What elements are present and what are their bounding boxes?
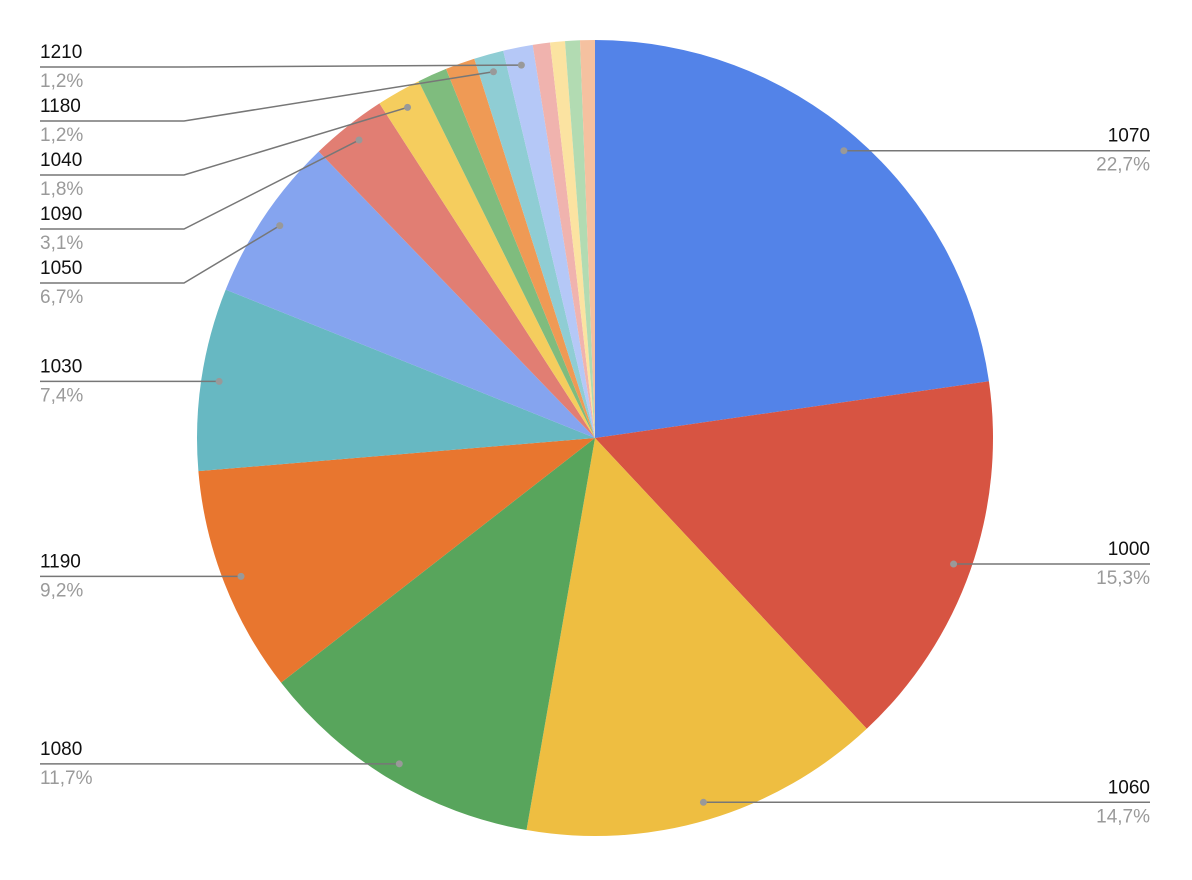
slice-value-label: 22,7%	[1096, 155, 1150, 176]
pie-slice	[318, 103, 595, 439]
slice-value-label: 6,7%	[40, 287, 83, 308]
pie-slice	[379, 81, 595, 439]
pie-slice	[503, 44, 595, 438]
leader-dot	[355, 136, 363, 144]
slice-label: 1000	[1108, 539, 1150, 560]
leader-dot	[950, 560, 958, 568]
slice-value-label: 7,4%	[40, 385, 83, 406]
pie-slice	[446, 58, 595, 439]
slice-value-label: 1,2%	[40, 125, 83, 146]
slice-label: 1080	[40, 739, 82, 760]
slice-value-label: 1,2%	[40, 71, 83, 92]
pie-slice	[532, 42, 595, 438]
pie-slice	[595, 40, 989, 438]
slice-label: 1190	[40, 551, 81, 572]
slice-value-label: 3,1%	[40, 233, 83, 254]
leader-line	[40, 64, 522, 68]
pie-slice	[198, 438, 595, 683]
leader-dot	[489, 68, 497, 76]
leader-line	[40, 106, 408, 176]
slice-label: 1070	[1108, 126, 1150, 147]
pie-slice	[225, 151, 595, 438]
pie-slice	[579, 40, 595, 438]
leader-dot	[276, 222, 284, 230]
slice-label: 1040	[40, 150, 82, 171]
leader-dot	[404, 103, 412, 111]
leader-dot	[699, 798, 707, 806]
slice-label: 1210	[40, 42, 82, 63]
leader-dot	[517, 61, 525, 69]
slice-label: 1050	[40, 258, 82, 279]
slice-value-label: 11,7%	[40, 768, 93, 789]
leader-dot	[215, 377, 223, 385]
pie-slice	[526, 438, 867, 836]
pie-slice	[550, 41, 595, 438]
slice-label: 1060	[1108, 777, 1150, 798]
slice-value-label: 1,8%	[40, 179, 83, 200]
pie-slice	[418, 68, 595, 438]
pie-slice	[474, 50, 595, 438]
slice-value-label: 15,3%	[1096, 568, 1150, 589]
slice-label: 1090	[40, 204, 82, 225]
pie-slice	[197, 289, 596, 472]
slice-label: 1180	[40, 96, 81, 117]
slice-value-label: 14,7%	[1096, 806, 1150, 827]
leader-dot	[237, 572, 245, 580]
leader-line	[40, 225, 281, 284]
leader-dot	[840, 147, 848, 155]
pie-slice	[281, 438, 595, 831]
leader-line	[40, 139, 360, 230]
pie-slice	[595, 381, 993, 729]
leader-dot	[395, 760, 403, 768]
pie-slice	[564, 40, 595, 438]
slice-label: 1030	[40, 356, 82, 377]
leader-line	[40, 70, 494, 122]
slice-value-label: 9,2%	[40, 580, 83, 601]
